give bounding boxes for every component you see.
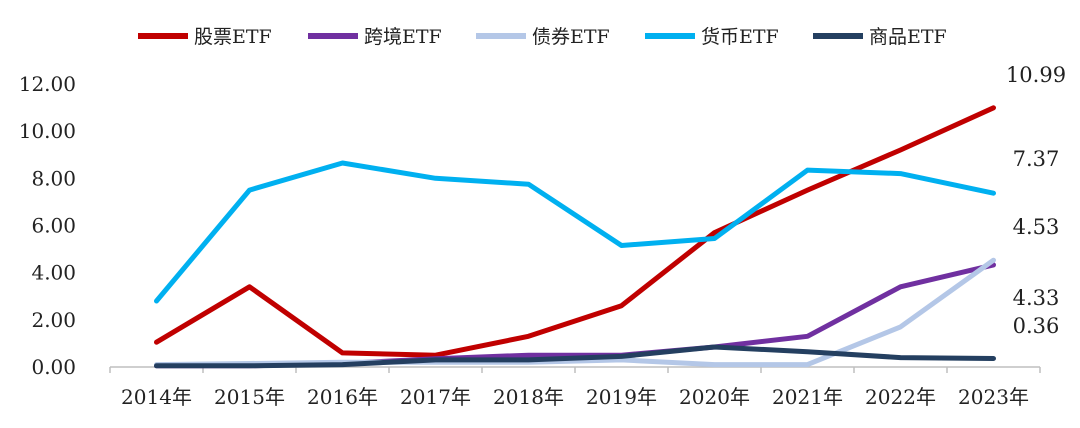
y-tick-label: 12.00	[19, 72, 76, 96]
y-tick-label: 0.00	[31, 355, 76, 379]
x-tick-label: 2017年	[400, 385, 471, 409]
x-tick-label: 2019年	[586, 385, 657, 409]
x-tick-label: 2016年	[307, 385, 378, 409]
data-label: 10.99	[1006, 63, 1066, 87]
data-labels: 10.99 7.37 4.53 4.33 0.36	[1006, 63, 1066, 338]
x-tick-label: 2022年	[865, 385, 936, 409]
y-tick-label: 6.00	[31, 214, 76, 238]
y-tick-label: 2.00	[31, 308, 76, 332]
series-line-2	[157, 265, 994, 366]
legend-label: 股票ETF	[194, 26, 272, 48]
x-tick-label: 2014年	[121, 385, 192, 409]
legend-label: 货币ETF	[701, 26, 779, 48]
y-tick-label: 10.00	[19, 119, 76, 143]
series-group	[157, 108, 994, 366]
legend-label: 商品ETF	[869, 26, 947, 48]
series-line-4	[157, 163, 994, 301]
legend-label: 债券ETF	[532, 26, 610, 48]
x-tick-label: 2020年	[679, 385, 750, 409]
x-axis: 2014年 2015年 2016年 2017年 2018年 2019年 2020年 2021年…	[110, 367, 1040, 409]
series-line-1	[157, 108, 994, 355]
data-label: 7.37	[1013, 147, 1060, 171]
data-label: 4.33	[1013, 286, 1060, 310]
y-axis: 0.00 2.00 4.00 6.00 8.00 10.00 12.00	[19, 72, 76, 379]
x-tick-label: 2021年	[772, 385, 843, 409]
y-tick-label: 8.00	[31, 166, 76, 190]
legend-label: 跨境ETF	[364, 26, 442, 48]
data-label: 0.36	[1013, 314, 1060, 338]
data-label: 4.53	[1013, 215, 1060, 239]
x-tick-label: 2018年	[493, 385, 564, 409]
x-tick-label: 2015年	[214, 385, 285, 409]
x-tick-label: 2023年	[958, 385, 1029, 409]
y-tick-label: 4.00	[31, 261, 76, 285]
legend: 股票ETF 跨境ETF 债券ETF 货币ETF 商品ETF	[138, 26, 947, 48]
